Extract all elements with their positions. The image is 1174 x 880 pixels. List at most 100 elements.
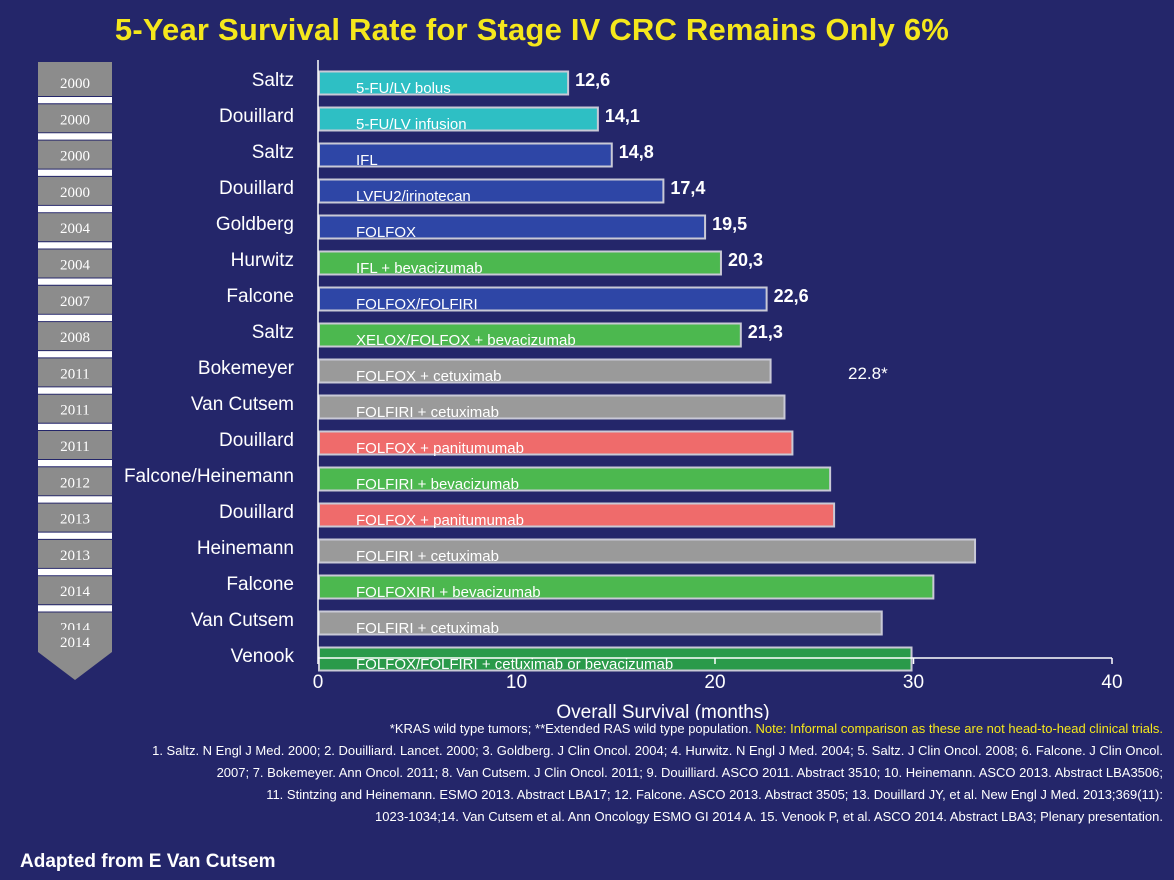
bar-row: Douillard LVFU2/irinotecan 17,4 xyxy=(219,178,705,205)
timeline-arrow-shape xyxy=(38,630,112,680)
timeline-year: 2014 xyxy=(60,635,91,651)
timeline-block-shape xyxy=(38,140,112,169)
bar xyxy=(318,70,570,96)
regimen-label: FOLFOX/FOLFIRI xyxy=(356,296,478,313)
value-label: 12,6 xyxy=(575,70,610,90)
timeline-block: 2000 xyxy=(38,68,112,104)
footnote-kras: *KRAS wild type tumors; **Extended RAS w… xyxy=(389,721,752,736)
regimen-label: FOLFIRI + bevacizumab xyxy=(356,476,519,493)
regimen-label: IFL xyxy=(356,152,378,169)
timeline-year: 2000 xyxy=(60,185,90,201)
regimen-label: FOLFOX + panitumumab xyxy=(356,440,524,457)
regimen-label: FOLFOX + panitumumab xyxy=(356,512,524,529)
bar xyxy=(318,430,794,456)
bar xyxy=(318,538,977,564)
author-label: Falcone xyxy=(226,574,294,595)
timeline-block: 2013 xyxy=(38,503,112,539)
timeline-block: 2004 xyxy=(38,213,112,249)
slide-title: 5-Year Survival Rate for Stage IV CRC Re… xyxy=(114,12,950,47)
author-label: Saltz xyxy=(252,70,294,91)
value-label: 17,4 xyxy=(670,178,705,198)
timeline-block: 2000 xyxy=(38,104,112,140)
author-label: Falcone xyxy=(226,286,294,307)
timeline-block-shape xyxy=(38,394,112,423)
author-label: Saltz xyxy=(252,142,294,163)
timeline-block-shape xyxy=(38,467,112,496)
value-label: 14,8 xyxy=(619,142,654,162)
author-label: Falcone/Heinemann xyxy=(124,466,294,487)
bar xyxy=(318,646,913,672)
author-label: Douillard xyxy=(219,178,294,199)
x-tick-label: 40 xyxy=(1101,672,1122,693)
author-label: Venook xyxy=(231,646,295,667)
footnote-note: Note: Informal comparison as these are n… xyxy=(755,721,1163,736)
author-label: Van Cutsem xyxy=(191,610,294,631)
timeline-block-shape xyxy=(38,104,112,133)
timeline-block: 2008 xyxy=(38,322,112,358)
overall-survival-chart: Saltz 5-FU/LV bolus 12,6 Douillard 5-FU/LV i… xyxy=(124,60,1123,720)
bar-row: Saltz IFL 14,8 xyxy=(252,142,654,169)
timeline-block-shape xyxy=(38,576,112,605)
bar-row: Douillard FOLFOX + panitumumab xyxy=(219,430,794,457)
bar-row: Heinemann FOLFIRI + cetuximab xyxy=(197,538,977,565)
bar-row: Goldberg FOLFOX 19,5 xyxy=(216,214,747,241)
reference-line-3: 11. Stintzing and Heinemann. ESMO 2013. … xyxy=(266,787,1163,802)
timeline-block-shape xyxy=(38,176,112,205)
value-label: 19,5 xyxy=(712,214,747,234)
footnote-kras-line: *KRAS wild type tumors; **Extended RAS w… xyxy=(0,718,1163,740)
timeline-block-shape xyxy=(38,249,112,278)
author-label: Douillard xyxy=(219,502,294,523)
timeline-year: 2000 xyxy=(60,112,90,128)
x-axis-title: Overall Survival (months) xyxy=(556,702,769,720)
timeline-year: 2011 xyxy=(60,439,89,455)
regimen-label: FOLFOX xyxy=(356,224,416,241)
bar xyxy=(318,502,836,528)
bar-row: Van Cutsem FOLFIRI + cetuximab xyxy=(191,394,786,421)
bar xyxy=(318,178,665,204)
bar-row: Douillard FOLFOX + panitumumab xyxy=(219,502,836,529)
bar-row: Falcone FOLFOXIRI + bevacizumab xyxy=(226,574,935,601)
timeline-block: 2014 xyxy=(38,576,112,612)
reference-line-4: 1023-1034;14. Van Cutsem et al. Ann Onco… xyxy=(375,809,1163,824)
bar xyxy=(318,358,772,384)
bar-row: Van Cutsem FOLFIRI + cetuximab xyxy=(191,610,883,637)
timeline-year: 2000 xyxy=(60,149,90,165)
timeline-block: 2011 xyxy=(38,431,112,467)
timeline-block-shape xyxy=(38,503,112,532)
credit-text: Adapted from E Van Cutsem xyxy=(20,851,276,872)
timeline-cap xyxy=(38,62,112,68)
regimen-label: IFL + bevacizumab xyxy=(356,260,483,277)
reference-line-1: 1. Saltz. N Engl J Med. 2000; 2. Douilli… xyxy=(152,743,1163,758)
timeline-block: 2000 xyxy=(38,176,112,213)
value-label: 22,6 xyxy=(774,286,809,306)
bar-row: Bokemeyer FOLFOX + cetuximab 22.8* xyxy=(198,358,888,385)
timeline-year: 2013 xyxy=(60,548,90,564)
regimen-label: LVFU2/irinotecan xyxy=(356,188,471,205)
author-label: Van Cutsem xyxy=(191,394,294,415)
timeline-year: 2008 xyxy=(60,330,90,346)
author-label: Heinemann xyxy=(197,538,294,559)
timeline-block: 2011 xyxy=(38,394,112,431)
timeline-year: 2014 xyxy=(60,584,91,600)
timeline-arrow: 2014 xyxy=(38,630,112,680)
regimen-label: XELOX/FOLFOX + bevacizumab xyxy=(356,332,576,349)
regimen-label: 5-FU/LV infusion xyxy=(356,116,467,133)
timeline-year: 2004 xyxy=(60,221,91,237)
bar-row: Douillard 5-FU/LV infusion 14,1 xyxy=(219,106,640,133)
reference-line-2: 2007; 7. Bokemeyer. Ann Oncol. 2011; 8. … xyxy=(216,765,1163,780)
bar xyxy=(318,466,832,492)
author-label: Douillard xyxy=(219,430,294,451)
regimen-label: FOLFIRI + cetuximab xyxy=(356,620,499,637)
bar xyxy=(318,322,742,348)
author-label: Goldberg xyxy=(216,214,294,235)
bar xyxy=(318,610,883,636)
footnotes: *KRAS wild type tumors; **Extended RAS w… xyxy=(0,718,1163,828)
bar xyxy=(318,286,768,312)
bar-row: Saltz 5-FU/LV bolus 12,6 xyxy=(252,70,610,97)
timeline-block: 2000 xyxy=(38,140,112,176)
bar xyxy=(318,214,707,240)
value-label: 22.8* xyxy=(848,364,888,383)
timeline-block-shape xyxy=(38,358,112,387)
bar-row: Venook FOLFOX/FOLFIRI + cetuximab or beva… xyxy=(231,646,913,673)
regimen-label: FOLFIRI + cetuximab xyxy=(356,404,499,421)
